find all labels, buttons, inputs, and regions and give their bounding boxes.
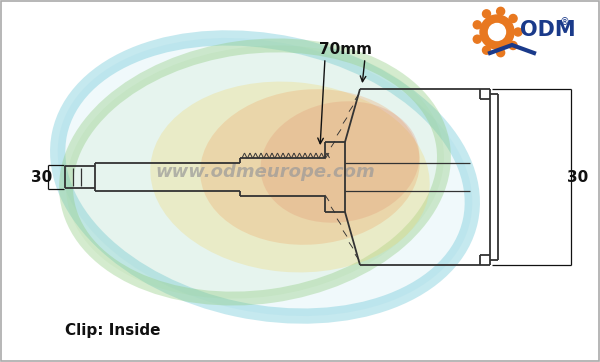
Circle shape	[480, 15, 514, 49]
Ellipse shape	[66, 45, 444, 299]
Circle shape	[488, 24, 505, 41]
Text: 30: 30	[568, 169, 589, 185]
Circle shape	[497, 49, 505, 57]
Text: Clip: Inside: Clip: Inside	[65, 323, 161, 337]
Circle shape	[482, 46, 491, 54]
Circle shape	[497, 7, 505, 15]
Circle shape	[514, 28, 522, 36]
Text: 30: 30	[31, 169, 53, 185]
Text: ®: ®	[560, 17, 570, 27]
Text: 70mm: 70mm	[319, 42, 371, 57]
Circle shape	[473, 21, 481, 29]
Text: www.odmeurope.com: www.odmeurope.com	[155, 163, 375, 181]
Circle shape	[509, 14, 517, 22]
Circle shape	[509, 42, 517, 50]
Text: ODM: ODM	[520, 20, 575, 40]
Ellipse shape	[260, 101, 419, 223]
Circle shape	[482, 10, 491, 18]
Ellipse shape	[150, 81, 430, 273]
Ellipse shape	[200, 89, 420, 245]
Circle shape	[473, 35, 481, 43]
Ellipse shape	[58, 38, 472, 316]
